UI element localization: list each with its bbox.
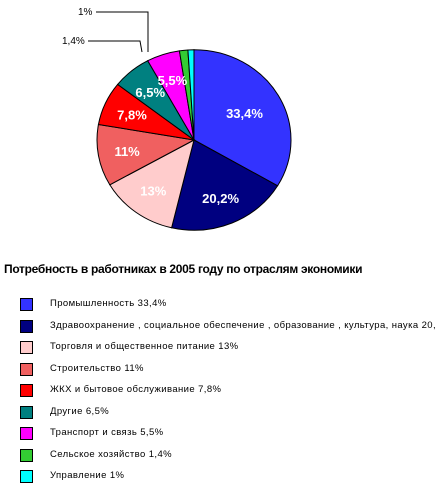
leader-label-2: 1,4% [62, 36, 85, 47]
slice-label-1: 33,4% [226, 106, 263, 121]
legend-label: Транспорт и связь 5,5% [50, 427, 164, 438]
pie-slice-2 [170, 139, 279, 231]
slice-label-4: 11% [114, 144, 140, 159]
slice-label-6: 6,5% [135, 85, 165, 100]
leader-line-2 [88, 40, 143, 53]
slice-label-7: 5,5% [158, 73, 188, 88]
legend-swatch [20, 319, 33, 333]
slice-labels: 33,4% 20,2% 13% 11% 7,8% 6,5%5,5% [114, 73, 263, 206]
pie-slice-9 [187, 49, 195, 141]
slice-label-2: 20,2% [202, 191, 239, 206]
legend-label: Здравоохранение , социальное обеспечение… [50, 319, 435, 331]
legend-swatch [20, 427, 33, 440]
legend-swatch [20, 448, 33, 462]
pie-slice-3 [109, 139, 195, 229]
legend-label: Сельское хозяйство 1,4% [50, 448, 172, 460]
chart-title: Потребность в работниках в 2005 году по … [4, 262, 363, 276]
legend-swatch [20, 405, 33, 419]
legend-label: Промышленность 33,4% [50, 298, 167, 309]
leader-line-1 [96, 11, 149, 52]
legend-swatch [20, 341, 33, 354]
leader-label-1: 1% [78, 7, 93, 18]
legend-swatch [20, 298, 33, 311]
legend-swatch [20, 362, 33, 376]
slice-label-3: 13% [140, 184, 166, 199]
legend-label: Другие 6,5% [50, 405, 110, 417]
pie-slices [96, 49, 292, 231]
legend-label: Управление 1% [50, 470, 125, 481]
slice-label-5: 7,8% [117, 107, 147, 122]
leader-lines: 1% 1,4% [62, 7, 149, 53]
legend-label: ЖКХ и бытовое обслуживание 7,8% [50, 384, 222, 395]
legend-label: Строительство 11% [50, 362, 144, 374]
legend-swatch [20, 384, 33, 397]
legend-label: Торговля и общественное питание 13% [50, 341, 239, 352]
pie-slice-1 [193, 49, 292, 187]
legend-swatch [20, 470, 33, 483]
pie-slice-4 [96, 123, 196, 186]
pie-chart: 1% 1,4% 33,4% 20,2% 13% 11% 7,8% 6,5%5,5% [62, 7, 292, 231]
